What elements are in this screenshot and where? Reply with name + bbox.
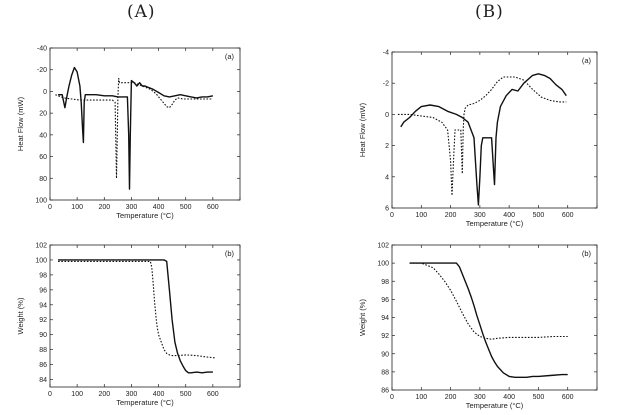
plot-frame bbox=[391, 51, 598, 209]
x-tick-label: 400 bbox=[503, 394, 515, 401]
y-axis-label: Heat Flow (mW) bbox=[16, 96, 25, 151]
x-tick-label: 0 bbox=[390, 394, 394, 401]
y-tick-label: 92 bbox=[39, 317, 47, 324]
panel-label: (a) bbox=[582, 56, 592, 65]
chart-b-heat-flow: 0 100 200 300 400 500 600 -4 -2 0 2 4 6 Temperature (… bbox=[358, 50, 598, 228]
panel-label: (a) bbox=[225, 52, 235, 61]
chart-b-weight: 0 100 200 300 400 500 600 86 88 90 92 94 96 98 100 102 T… bbox=[358, 243, 598, 410]
x-tick-label: 200 bbox=[445, 394, 457, 401]
x-tick-label: 100 bbox=[415, 394, 427, 401]
series-solid-line bbox=[58, 259, 213, 374]
chart-a-weight: 0 100 200 300 400 500 600 84 86 88 90 92 94 96 98 100 10… bbox=[16, 243, 241, 407]
y-tick-label: 2 bbox=[385, 143, 389, 150]
y-axis-label: Weight (%) bbox=[16, 297, 25, 334]
y-tick-label: 40 bbox=[39, 132, 47, 139]
y-tick-label: 88 bbox=[39, 347, 47, 354]
y-tick-label: 100 bbox=[35, 198, 47, 205]
x-tick-label: 600 bbox=[207, 391, 219, 398]
y-tick-label: -2 bbox=[383, 81, 389, 88]
series-dotted-line bbox=[409, 262, 568, 340]
y-tick-label: 98 bbox=[39, 272, 47, 279]
y-tick-label: -40 bbox=[37, 46, 47, 53]
series-solid-line bbox=[58, 66, 214, 190]
y-tick-label: 60 bbox=[39, 154, 47, 161]
x-tick-label: 0 bbox=[390, 212, 394, 219]
x-tick-label: 600 bbox=[562, 212, 574, 219]
y-tick-label: 86 bbox=[381, 388, 389, 395]
panel-label: (b) bbox=[582, 249, 592, 258]
x-tick-label: 400 bbox=[153, 391, 165, 398]
series-solid-line bbox=[409, 262, 568, 378]
series-solid-line bbox=[400, 73, 567, 206]
y-tick-label: -20 bbox=[37, 67, 47, 74]
y-tick-label: 80 bbox=[39, 176, 47, 183]
x-tick-label: 300 bbox=[474, 394, 486, 401]
x-tick-label: 100 bbox=[415, 212, 427, 219]
x-axis-label: Temperature (°C) bbox=[116, 398, 174, 407]
series-dotted-line bbox=[55, 77, 213, 179]
y-tick-label: 102 bbox=[377, 243, 389, 250]
x-tick-label: 400 bbox=[153, 204, 165, 211]
series-dotted-line bbox=[397, 76, 567, 197]
plot-frame bbox=[49, 47, 241, 201]
y-tick-label: 0 bbox=[385, 112, 389, 119]
plot-frame bbox=[49, 244, 241, 388]
y-tick-label: 102 bbox=[35, 243, 47, 250]
x-tick-label: 0 bbox=[48, 391, 52, 398]
x-tick-label: 200 bbox=[98, 204, 110, 211]
y-tick-label: 4 bbox=[385, 174, 389, 181]
y-tick-label: 98 bbox=[381, 279, 389, 286]
y-tick-label: 96 bbox=[381, 297, 389, 304]
series-dotted-line bbox=[58, 260, 216, 359]
x-tick-label: 500 bbox=[533, 394, 545, 401]
x-tick-label: 600 bbox=[562, 394, 574, 401]
y-axis-label: Heat Flow (mW) bbox=[358, 102, 367, 157]
x-axis-label: Temperature (°C) bbox=[466, 219, 524, 228]
x-tick-label: 200 bbox=[445, 212, 457, 219]
column-label-a: (A) bbox=[127, 2, 156, 22]
y-tick-label: 88 bbox=[381, 369, 389, 376]
x-tick-label: 300 bbox=[474, 212, 486, 219]
y-tick-label: 6 bbox=[385, 206, 389, 213]
panel-label: (b) bbox=[225, 249, 235, 258]
x-tick-label: 400 bbox=[503, 212, 515, 219]
x-tick-label: 0 bbox=[48, 204, 52, 211]
column-label-b: (B) bbox=[475, 2, 504, 22]
x-tick-label: 600 bbox=[207, 204, 219, 211]
y-tick-label: 86 bbox=[39, 362, 47, 369]
y-tick-label: 94 bbox=[381, 315, 389, 322]
x-axis-label: Temperature (°C) bbox=[116, 211, 174, 220]
x-tick-label: 500 bbox=[180, 204, 192, 211]
x-tick-label: 100 bbox=[71, 204, 83, 211]
x-tick-label: 100 bbox=[71, 391, 83, 398]
y-tick-label: 20 bbox=[39, 111, 47, 118]
y-tick-label: 84 bbox=[39, 377, 47, 384]
x-tick-label: 300 bbox=[126, 391, 138, 398]
y-tick-label: 92 bbox=[381, 333, 389, 340]
x-tick-label: 500 bbox=[180, 391, 192, 398]
x-axis-label: Temperature (°C) bbox=[466, 401, 524, 410]
y-tick-label: 90 bbox=[381, 351, 389, 358]
y-tick-label: -4 bbox=[383, 50, 389, 57]
y-tick-label: 0 bbox=[43, 89, 47, 96]
y-axis-label: Weight (%) bbox=[358, 299, 367, 336]
x-tick-label: 300 bbox=[126, 204, 138, 211]
y-tick-label: 94 bbox=[39, 302, 47, 309]
x-tick-label: 200 bbox=[98, 391, 110, 398]
y-tick-label: 100 bbox=[377, 261, 389, 268]
x-tick-label: 500 bbox=[533, 212, 545, 219]
plot-frame bbox=[391, 244, 598, 391]
chart-a-heat-flow: 0 100 200 300 400 500 600-40-20020406080100Tem… bbox=[16, 46, 241, 220]
y-tick-label: 100 bbox=[35, 257, 47, 264]
y-tick-label: 90 bbox=[39, 332, 47, 339]
y-tick-label: 96 bbox=[39, 287, 47, 294]
